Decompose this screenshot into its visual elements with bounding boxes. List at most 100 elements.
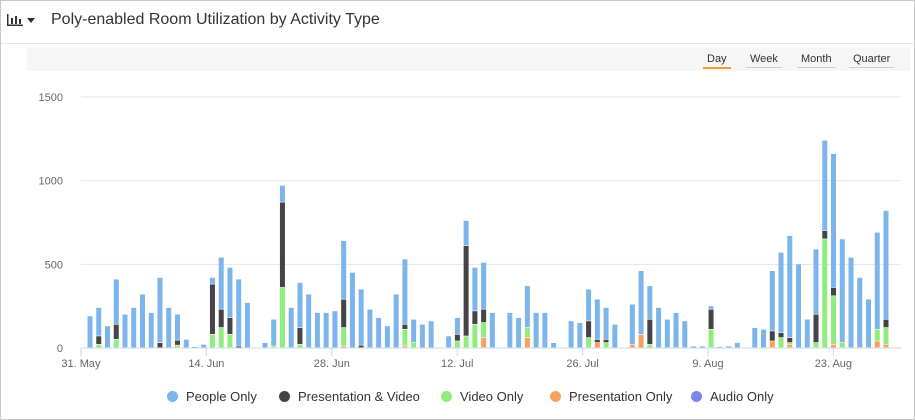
- legend-dot-icon: [167, 391, 178, 402]
- bar-segment-presentation-video: [358, 345, 364, 348]
- legend-dot-icon: [550, 391, 561, 402]
- bar-segment-people-only: [629, 304, 635, 345]
- bar-segment-presentation-video: [647, 319, 653, 345]
- bar-segment-presentation-video: [481, 309, 487, 323]
- bar-segment-people-only: [796, 264, 802, 348]
- bar-segment-presentation-only: [787, 344, 793, 348]
- y-tick-label: 1500: [39, 92, 63, 104]
- bar-segment-presentation-video: [813, 314, 819, 343]
- caret-down-icon[interactable]: [27, 18, 35, 23]
- legend-label: Presentation Only: [569, 389, 673, 404]
- bar-segment-video-only: [778, 337, 784, 348]
- legend-item-video-only[interactable]: Video Only: [441, 389, 523, 404]
- bar-segment-people-only: [699, 346, 705, 348]
- bar-segment-people-only: [446, 336, 452, 348]
- range-month-button[interactable]: Month: [797, 53, 836, 68]
- bar-segment-people-only: [769, 271, 775, 331]
- bar-segment-video-only: [883, 327, 889, 345]
- bar-segment-people-only: [236, 279, 242, 346]
- bar-segment-video-only: [402, 329, 408, 346]
- bar-segment-presentation-video: [341, 299, 347, 328]
- bar-segment-people-only: [804, 319, 810, 348]
- range-selector-bar: [27, 48, 910, 71]
- range-day-button[interactable]: Day: [703, 53, 731, 69]
- bar-segment-people-only: [489, 312, 495, 348]
- bar-segment-people-only: [122, 314, 128, 348]
- bar-segment-video-only: [822, 239, 828, 348]
- x-tick-label: 9. Aug: [692, 358, 723, 370]
- bar-segment-people-only: [752, 327, 758, 348]
- bar-segment-people-only: [201, 344, 207, 348]
- legend-item-presentation-only[interactable]: Presentation Only: [550, 389, 672, 404]
- x-tick-label: 23. Aug: [815, 358, 852, 370]
- bar-segment-presentation-video: [586, 321, 592, 338]
- bar-segment-presentation-video: [831, 287, 837, 296]
- bar-segment-presentation-video: [883, 319, 889, 328]
- bar-segment-people-only: [332, 311, 338, 348]
- bar-segment-people-only: [183, 339, 189, 348]
- x-tick-label: 28. Jun: [314, 358, 350, 370]
- bar-segment-people-only: [717, 347, 723, 348]
- legend: People Only Presentation & Video Video O…: [1, 389, 914, 407]
- bar-segment-people-only: [734, 342, 740, 348]
- bar-segment-people-only: [874, 232, 880, 329]
- bar-segment-video-only: [218, 327, 224, 348]
- bar-chart-icon[interactable]: [6, 13, 24, 27]
- range-quarter-button[interactable]: Quarter: [849, 53, 895, 68]
- range-week-button[interactable]: Week: [746, 53, 782, 68]
- bar-segment-people-only: [551, 342, 557, 348]
- bar-segment-video-only: [174, 345, 180, 348]
- bar-segment-people-only: [104, 326, 110, 348]
- bar-segment-people-only: [218, 257, 224, 309]
- bar-segment-video-only: [279, 287, 285, 348]
- bar-segment-people-only: [857, 277, 863, 348]
- bar-segment-video-only: [411, 342, 417, 348]
- bar-segment-people-only: [726, 346, 732, 348]
- bar-segment-presentation-video: [113, 324, 119, 340]
- bar-segment-people-only: [787, 235, 793, 338]
- bar-segment-people-only: [542, 312, 548, 348]
- bar-segment-people-only: [708, 306, 714, 309]
- bar-segment-people-only: [568, 321, 574, 348]
- bar-segment-video-only: [603, 342, 609, 348]
- bar-segment-people-only: [533, 312, 539, 348]
- bar-segment-presentation-video: [236, 346, 242, 348]
- bar-segment-presentation-video: [472, 311, 478, 324]
- legend-item-presentation-video[interactable]: Presentation & Video: [279, 389, 420, 404]
- bar-segment-people-only: [647, 286, 653, 319]
- legend-label: Audio Only: [710, 389, 774, 404]
- bar-segment-video-only: [586, 337, 592, 348]
- legend-item-people-only[interactable]: People Only: [167, 389, 257, 404]
- bar-segment-people-only: [848, 257, 854, 348]
- bar-segment-people-only: [297, 282, 303, 328]
- bar-segment-video-only: [787, 342, 793, 345]
- legend-item-audio-only[interactable]: Audio Only: [691, 389, 774, 404]
- bar-segment-people-only: [209, 277, 215, 284]
- legend-dot-icon: [279, 391, 290, 402]
- bar-segment-presentation-video: [454, 334, 460, 341]
- bar-segment-video-only: [708, 329, 714, 348]
- bar-segment-people-only: [664, 319, 670, 348]
- x-tick-label: 14. Jun: [188, 358, 224, 370]
- bar-segment-presentation-only: [402, 346, 408, 348]
- bar-segment-people-only: [148, 312, 154, 348]
- bar-segment-presentation-video: [297, 327, 303, 345]
- bar-segment-video-only: [271, 346, 277, 348]
- chart-title: Poly-enabled Room Utilization by Activit…: [51, 11, 380, 28]
- bar-segment-people-only: [472, 267, 478, 311]
- bar-segment-people-only: [402, 259, 408, 324]
- bar-segment-people-only: [367, 309, 373, 348]
- y-tick-label: 500: [45, 259, 63, 271]
- bar-segment-presentation-only: [638, 334, 644, 348]
- bar-segment-presentation-only: [769, 341, 775, 348]
- bar-segment-video-only: [524, 327, 530, 338]
- bar-segment-people-only: [516, 317, 522, 348]
- bar-segment-video-only: [839, 342, 845, 348]
- bar-segment-people-only: [866, 299, 872, 348]
- bar-segment-people-only: [96, 307, 102, 336]
- bar-segment-presentation-video: [787, 337, 793, 343]
- bar-segment-video-only: [813, 342, 819, 348]
- bar-segment-presentation-video: [778, 332, 784, 338]
- bar-segment-people-only: [612, 324, 618, 348]
- bar-segment-presentation-only: [831, 344, 837, 348]
